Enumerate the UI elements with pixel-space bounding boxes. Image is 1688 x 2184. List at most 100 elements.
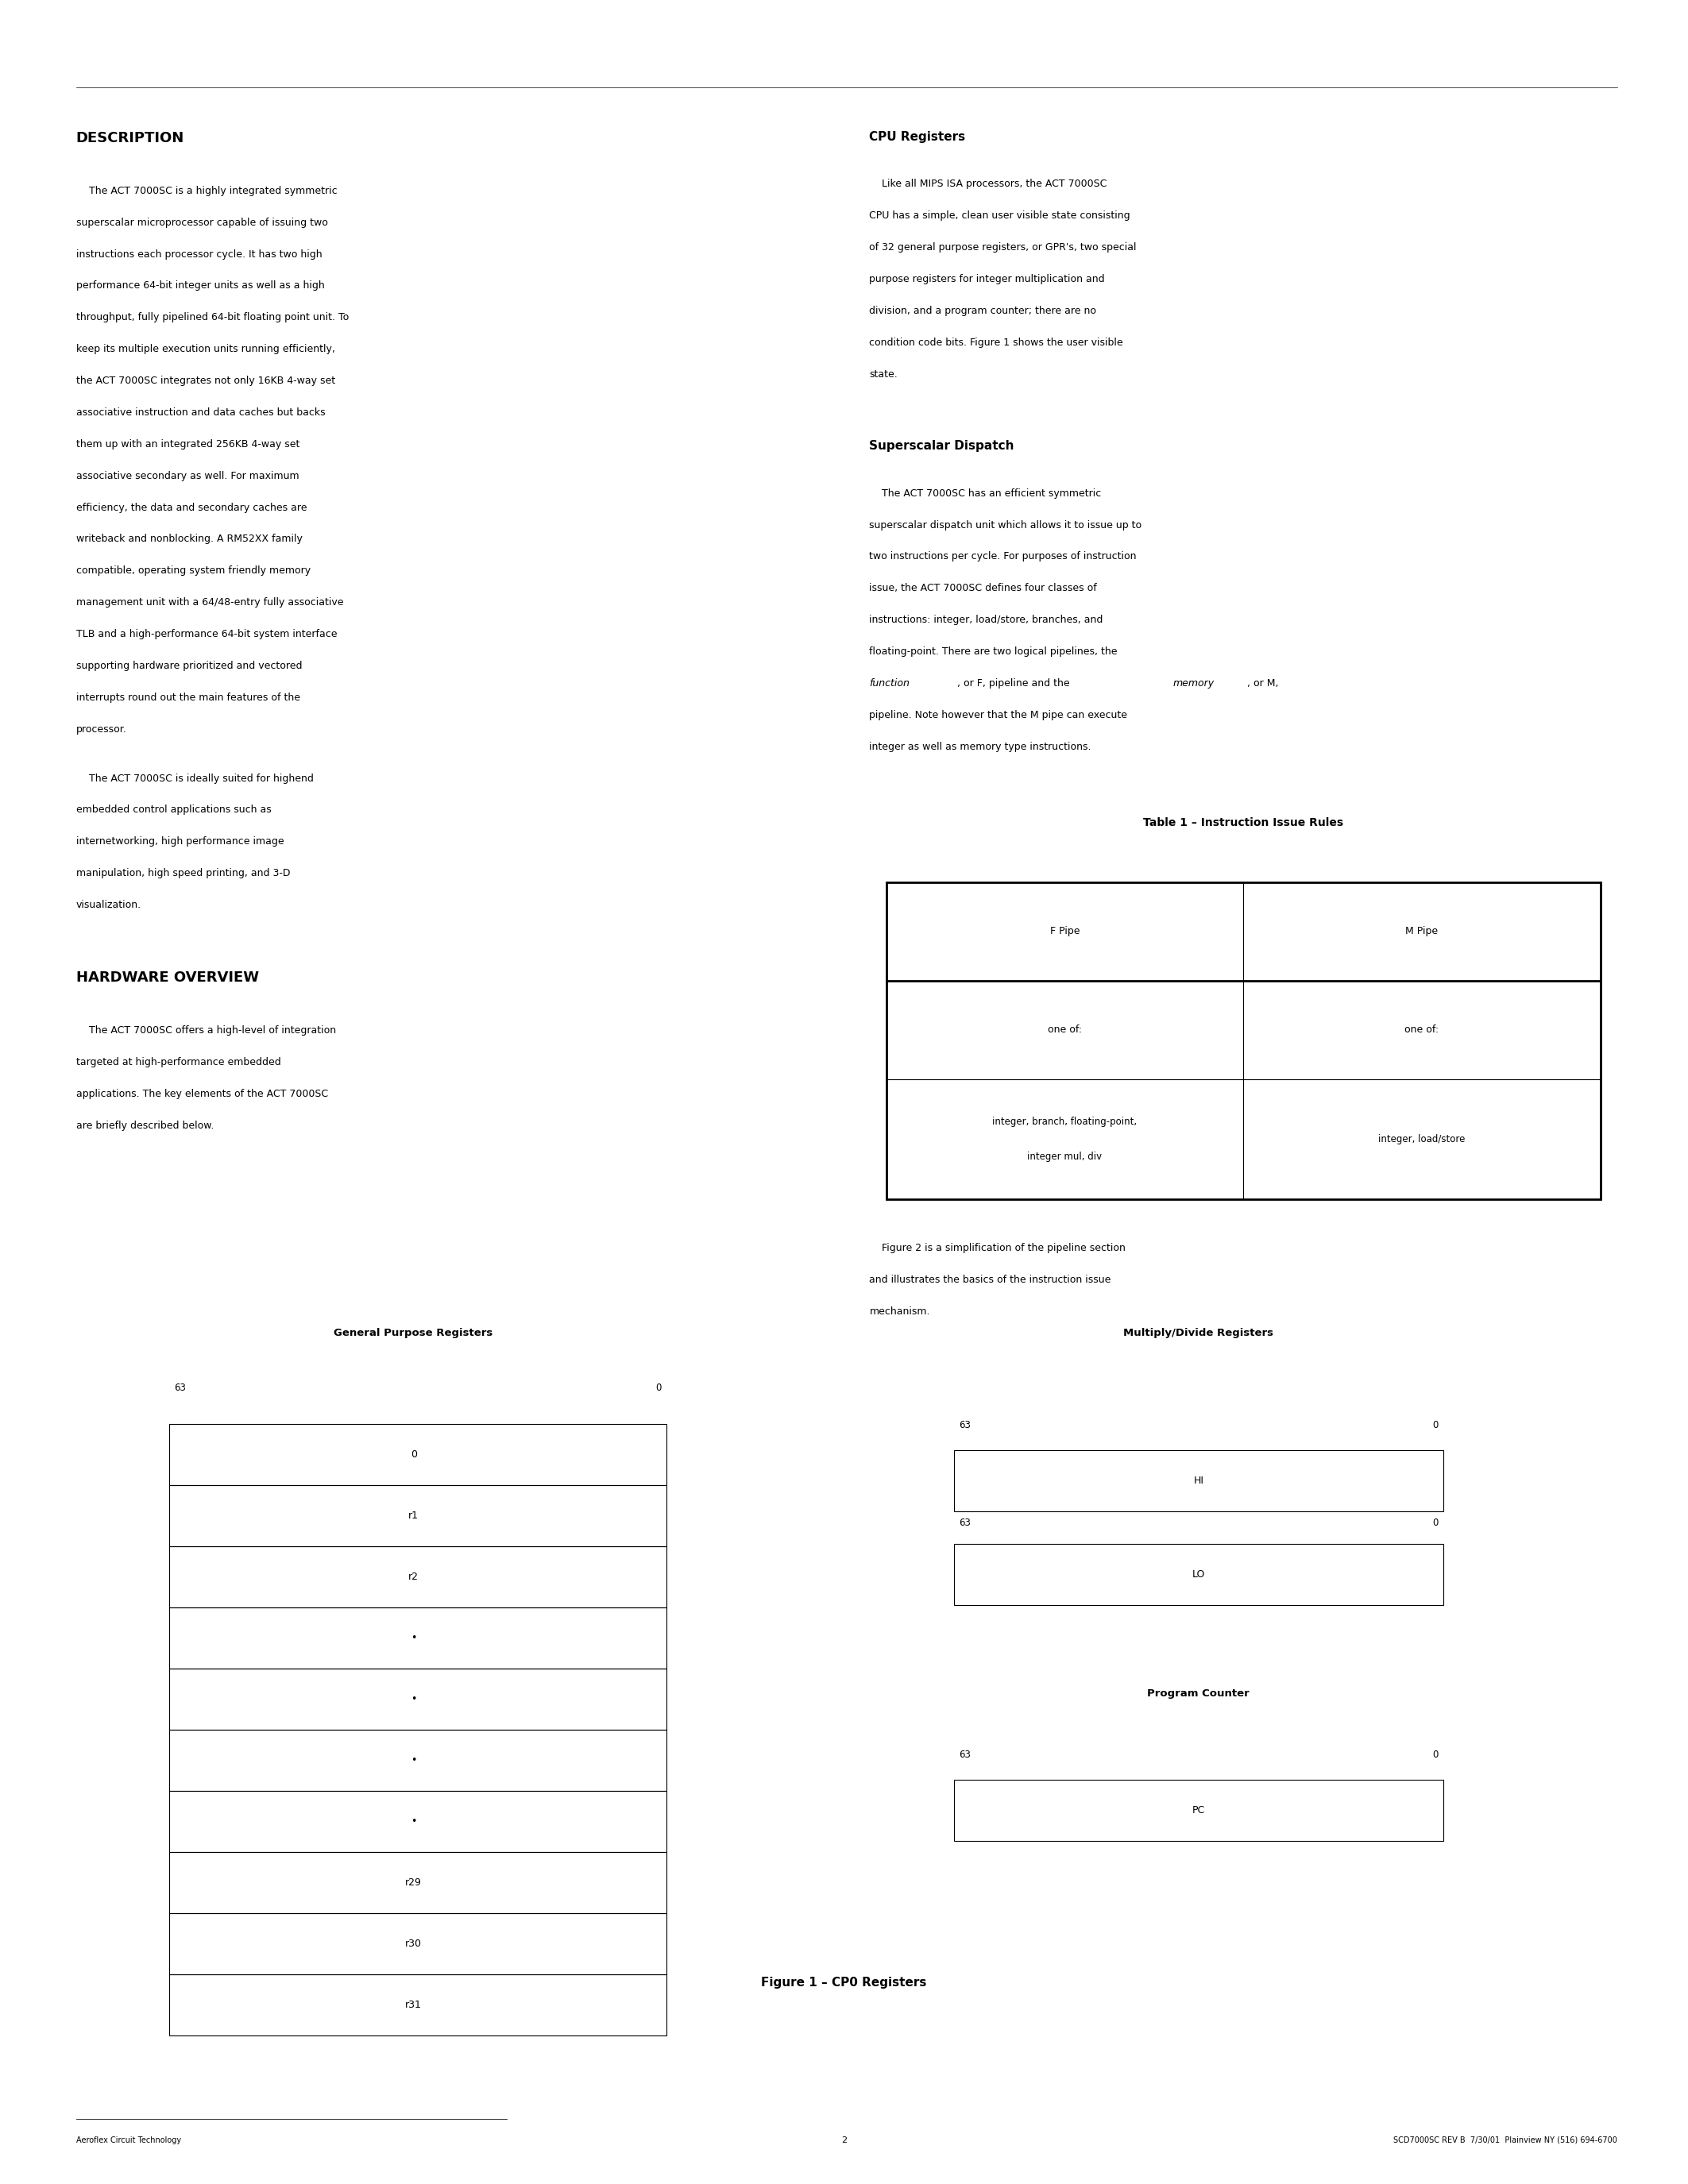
- Bar: [169, 1974, 667, 2035]
- Text: HI: HI: [1193, 1476, 1204, 1485]
- Text: •: •: [410, 1756, 417, 1765]
- Text: targeted at high-performance embedded: targeted at high-performance embedded: [76, 1057, 280, 1068]
- Bar: [954, 1544, 1443, 1605]
- Text: floating-point. There are two logical pipelines, the: floating-point. There are two logical pi…: [869, 646, 1117, 657]
- Text: associative instruction and data caches but backs: associative instruction and data caches …: [76, 408, 326, 417]
- Text: r2: r2: [408, 1572, 419, 1581]
- Text: internetworking, high performance image: internetworking, high performance image: [76, 836, 284, 847]
- Text: compatible, operating system friendly memory: compatible, operating system friendly me…: [76, 566, 311, 577]
- Bar: [169, 1669, 667, 1730]
- Text: interrupts round out the main features of the: interrupts round out the main features o…: [76, 692, 300, 703]
- Text: memory: memory: [1173, 679, 1215, 688]
- Text: r1: r1: [408, 1511, 419, 1520]
- Text: •: •: [410, 1634, 417, 1642]
- Text: condition code bits. Figure 1 shows the user visible: condition code bits. Figure 1 shows the …: [869, 339, 1123, 347]
- Text: applications. The key elements of the ACT 7000SC: applications. The key elements of the AC…: [76, 1090, 327, 1099]
- Text: CPU Registers: CPU Registers: [869, 131, 966, 142]
- Text: integer mul, div: integer mul, div: [1028, 1151, 1102, 1162]
- Bar: [169, 1730, 667, 1791]
- Text: r29: r29: [405, 1878, 422, 1887]
- Text: integer, load/store: integer, load/store: [1379, 1133, 1465, 1144]
- Text: manipulation, high speed printing, and 3-D: manipulation, high speed printing, and 3…: [76, 869, 290, 878]
- Text: 0: 0: [1433, 1420, 1438, 1431]
- Text: performance 64-bit integer units as well as a high: performance 64-bit integer units as well…: [76, 282, 324, 290]
- Text: Aeroflex Circuit Technology: Aeroflex Circuit Technology: [76, 2136, 181, 2145]
- Text: The ACT 7000SC offers a high-level of integration: The ACT 7000SC offers a high-level of in…: [76, 1026, 336, 1035]
- Text: supporting hardware prioritized and vectored: supporting hardware prioritized and vect…: [76, 662, 302, 670]
- Bar: [169, 1913, 667, 1974]
- Bar: [954, 1780, 1443, 1841]
- Text: the ACT 7000SC integrates not only 16KB 4-way set: the ACT 7000SC integrates not only 16KB …: [76, 376, 334, 387]
- Text: Figure 2 is a simplification of the pipeline section: Figure 2 is a simplification of the pipe…: [869, 1243, 1126, 1254]
- Text: two instructions per cycle. For purposes of instruction: two instructions per cycle. For purposes…: [869, 553, 1136, 561]
- Text: associative secondary as well. For maximum: associative secondary as well. For maxim…: [76, 472, 299, 480]
- Text: one of:: one of:: [1048, 1024, 1082, 1035]
- Text: integer, branch, floating-point,: integer, branch, floating-point,: [993, 1116, 1138, 1127]
- Text: TLB and a high-performance 64-bit system interface: TLB and a high-performance 64-bit system…: [76, 629, 338, 640]
- Text: superscalar microprocessor capable of issuing two: superscalar microprocessor capable of is…: [76, 218, 327, 227]
- Bar: [169, 1546, 667, 1607]
- Text: efficiency, the data and secondary caches are: efficiency, the data and secondary cache…: [76, 502, 307, 513]
- Text: 0: 0: [1433, 1749, 1438, 1760]
- Text: are briefly described below.: are briefly described below.: [76, 1120, 214, 1131]
- Text: them up with an integrated 256KB 4-way set: them up with an integrated 256KB 4-way s…: [76, 439, 299, 450]
- Text: •: •: [410, 1817, 417, 1826]
- Text: HARDWARE OVERVIEW: HARDWARE OVERVIEW: [76, 972, 258, 985]
- Text: processor.: processor.: [76, 725, 127, 734]
- Bar: [954, 1450, 1443, 1511]
- Text: writeback and nonblocking. A RM52XX family: writeback and nonblocking. A RM52XX fami…: [76, 535, 302, 544]
- Text: Figure 1 – CP0 Registers: Figure 1 – CP0 Registers: [761, 1977, 927, 1987]
- Text: , or F, pipeline and the: , or F, pipeline and the: [957, 679, 1074, 688]
- Text: The ACT 7000SC is a highly integrated symmetric: The ACT 7000SC is a highly integrated sy…: [76, 186, 338, 197]
- Text: 2: 2: [841, 2136, 847, 2145]
- Text: Table 1 – Instruction Issue Rules: Table 1 – Instruction Issue Rules: [1143, 817, 1344, 828]
- Text: M Pipe: M Pipe: [1406, 926, 1438, 937]
- Text: function: function: [869, 679, 910, 688]
- Text: of 32 general purpose registers, or GPR's, two special: of 32 general purpose registers, or GPR'…: [869, 242, 1136, 253]
- Text: The ACT 7000SC is ideally suited for highend: The ACT 7000SC is ideally suited for hig…: [76, 773, 314, 784]
- Text: 63: 63: [959, 1518, 971, 1529]
- Text: , or M,: , or M,: [1247, 679, 1280, 688]
- Text: 0: 0: [657, 1382, 662, 1393]
- Text: Like all MIPS ISA processors, the ACT 7000SC: Like all MIPS ISA processors, the ACT 70…: [869, 179, 1107, 190]
- Text: keep its multiple execution units running efficiently,: keep its multiple execution units runnin…: [76, 345, 334, 354]
- Text: r31: r31: [405, 2001, 422, 2009]
- Text: instructions each processor cycle. It has two high: instructions each processor cycle. It ha…: [76, 249, 322, 260]
- Bar: [169, 1485, 667, 1546]
- Text: integer as well as memory type instructions.: integer as well as memory type instructi…: [869, 743, 1092, 751]
- Text: and illustrates the basics of the instruction issue: and illustrates the basics of the instru…: [869, 1275, 1111, 1284]
- Text: embedded control applications such as: embedded control applications such as: [76, 806, 272, 815]
- Text: instructions: integer, load/store, branches, and: instructions: integer, load/store, branc…: [869, 616, 1104, 625]
- Bar: [169, 1607, 667, 1669]
- Text: 63: 63: [959, 1420, 971, 1431]
- Text: CPU has a simple, clean user visible state consisting: CPU has a simple, clean user visible sta…: [869, 212, 1131, 221]
- Text: The ACT 7000SC has an efficient symmetric: The ACT 7000SC has an efficient symmetri…: [869, 489, 1102, 498]
- Text: F Pipe: F Pipe: [1050, 926, 1080, 937]
- Text: one of:: one of:: [1404, 1024, 1438, 1035]
- Text: DESCRIPTION: DESCRIPTION: [76, 131, 184, 146]
- Text: state.: state.: [869, 369, 898, 380]
- Text: r30: r30: [405, 1939, 422, 1948]
- Text: superscalar dispatch unit which allows it to issue up to: superscalar dispatch unit which allows i…: [869, 520, 1141, 531]
- Text: mechanism.: mechanism.: [869, 1306, 930, 1317]
- Text: 63: 63: [174, 1382, 186, 1393]
- Bar: [886, 882, 1600, 1199]
- Text: 0: 0: [1433, 1518, 1438, 1529]
- Text: 0: 0: [410, 1450, 417, 1459]
- Text: •: •: [410, 1695, 417, 1704]
- Text: LO: LO: [1192, 1570, 1205, 1579]
- Text: throughput, fully pipelined 64-bit floating point unit. To: throughput, fully pipelined 64-bit float…: [76, 312, 349, 323]
- Text: SCD7000SC REV B  7/30/01  Plainview NY (516) 694-6700: SCD7000SC REV B 7/30/01 Plainview NY (51…: [1393, 2136, 1617, 2145]
- Text: Superscalar Dispatch: Superscalar Dispatch: [869, 441, 1014, 452]
- Text: division, and a program counter; there are no: division, and a program counter; there a…: [869, 306, 1097, 317]
- Text: purpose registers for integer multiplication and: purpose registers for integer multiplica…: [869, 275, 1106, 284]
- Bar: [169, 1852, 667, 1913]
- Bar: [169, 1791, 667, 1852]
- Text: visualization.: visualization.: [76, 900, 142, 911]
- Text: issue, the ACT 7000SC defines four classes of: issue, the ACT 7000SC defines four class…: [869, 583, 1097, 594]
- Text: PC: PC: [1192, 1806, 1205, 1815]
- Text: pipeline. Note however that the M pipe can execute: pipeline. Note however that the M pipe c…: [869, 710, 1128, 721]
- Bar: [169, 1424, 667, 1485]
- Text: Multiply/Divide Registers: Multiply/Divide Registers: [1124, 1328, 1273, 1339]
- Text: management unit with a 64/48-entry fully associative: management unit with a 64/48-entry fully…: [76, 598, 343, 607]
